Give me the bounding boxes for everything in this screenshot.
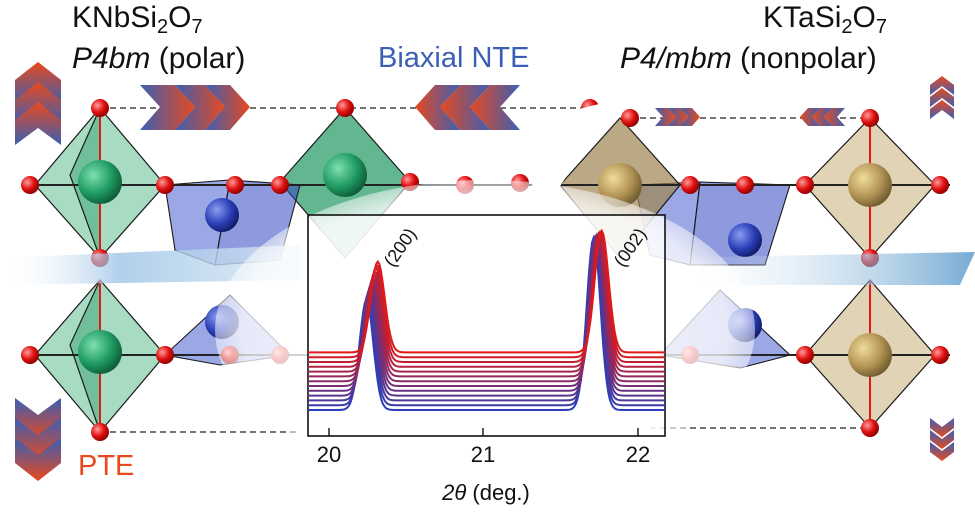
right-formula-sub2: 7	[875, 16, 887, 38]
right-space-group: P4/mbm (nonpolar)	[620, 44, 877, 74]
xrd-series-line	[308, 228, 665, 354]
ntE-arrows-small-left	[800, 108, 845, 126]
left-space-group: P4bm (polar)	[72, 44, 245, 74]
right-formula-main: KTaSi	[763, 1, 842, 34]
pte-arrows-down-right	[930, 418, 954, 461]
x-ticks	[328, 428, 639, 436]
inset-plot: 20 21 22 (200) (002) 2θ (deg.)	[307, 214, 666, 505]
x-axis-label: 2θ (deg.)	[441, 480, 530, 505]
ntE-arrows-small-right	[655, 108, 700, 126]
pte-arrows-up-right	[930, 76, 954, 119]
x-tick-label: 21	[471, 442, 495, 467]
left-formula-mid: O	[168, 1, 192, 34]
right-space-group-symbol: P4/mbm	[620, 42, 732, 75]
right-space-group-note: (nonpolar)	[731, 42, 877, 75]
left-space-group-note: (polar)	[150, 42, 246, 75]
right-formula-mid: O	[852, 1, 876, 34]
x-axis-var: 2θ	[441, 480, 466, 505]
left-formula: KNbSi2O7	[72, 1, 203, 38]
pte-arrows-down-left	[15, 398, 61, 481]
ta-atoms	[598, 163, 892, 377]
left-formula-sub1: 2	[157, 16, 169, 38]
left-space-group-symbol: P4bm	[72, 42, 151, 75]
biaxial-ntE-label: Biaxial NTE	[378, 42, 530, 74]
right-formula-sub1: 2	[841, 16, 853, 38]
x-tick-label: 22	[626, 442, 650, 467]
pte-label: PTE	[78, 450, 135, 482]
left-formula-sub2: 7	[191, 16, 203, 38]
pte-arrows-up-left	[15, 62, 61, 145]
x-tick-label: 20	[317, 442, 341, 467]
left-formula-main: KNbSi	[72, 1, 158, 34]
ntE-arrows-left-top	[415, 85, 520, 130]
x-axis-unit: (deg.)	[466, 480, 530, 505]
ntE-arrows-right-top	[140, 85, 250, 130]
right-formula: KTaSi2O7	[763, 1, 887, 38]
xrd-series-group	[308, 228, 665, 411]
nb-atoms	[78, 153, 367, 374]
